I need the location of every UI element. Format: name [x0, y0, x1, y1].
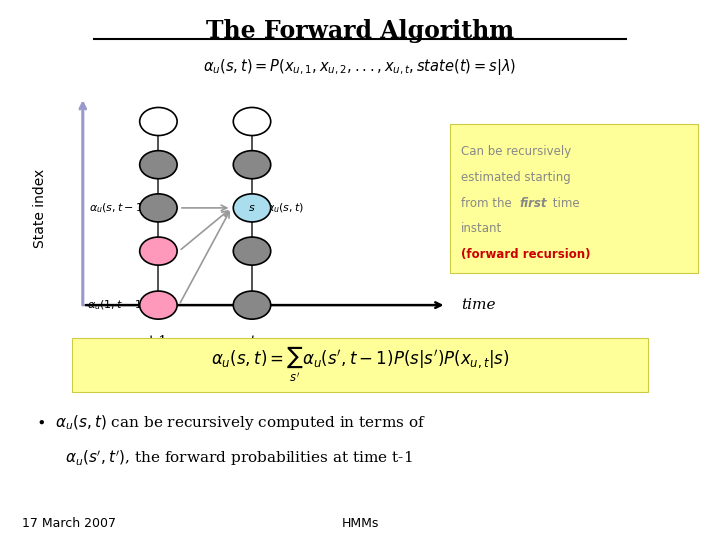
Text: instant: instant	[461, 222, 502, 235]
Circle shape	[233, 151, 271, 179]
Text: (forward recursion): (forward recursion)	[461, 248, 590, 261]
Circle shape	[233, 237, 271, 265]
Circle shape	[140, 151, 177, 179]
Text: $\alpha_u(s,t)$: $\alpha_u(s,t)$	[266, 201, 305, 215]
Text: $\alpha_u(s,t) = P(x_{u,1}, x_{u,2},...,x_{u,t}, state(t) = s|\lambda)$: $\alpha_u(s,t) = P(x_{u,1}, x_{u,2},...,…	[204, 58, 516, 77]
Text: time: time	[461, 298, 495, 312]
Text: HMMs: HMMs	[341, 517, 379, 530]
Text: time: time	[549, 197, 580, 210]
Text: $\alpha_u(1,t-1)$: $\alpha_u(1,t-1)$	[87, 298, 148, 312]
Text: Can be recursively: Can be recursively	[461, 145, 571, 158]
FancyBboxPatch shape	[450, 124, 698, 273]
Circle shape	[233, 291, 271, 319]
Text: t: t	[249, 335, 255, 349]
Text: $\alpha_u(s',t')$, the forward probabilities at time t-1: $\alpha_u(s',t')$, the forward probabili…	[65, 448, 413, 468]
Text: $\alpha_u(s,t-1)$: $\alpha_u(s,t-1)$	[89, 201, 148, 215]
Circle shape	[140, 107, 177, 136]
Text: first: first	[520, 197, 547, 210]
Text: t-1: t-1	[149, 335, 168, 349]
Text: The Forward Algorithm: The Forward Algorithm	[206, 19, 514, 43]
Circle shape	[140, 194, 177, 222]
Text: estimated starting: estimated starting	[461, 171, 570, 184]
Circle shape	[233, 107, 271, 136]
Circle shape	[140, 237, 177, 265]
Text: $\bullet$  $\alpha_u(s,t)$ can be recursively computed in terms of: $\bullet$ $\alpha_u(s,t)$ can be recursi…	[36, 413, 426, 432]
Circle shape	[233, 194, 271, 222]
Circle shape	[140, 291, 177, 319]
Text: s: s	[249, 203, 255, 213]
FancyBboxPatch shape	[72, 338, 648, 392]
Text: from the: from the	[461, 197, 516, 210]
Text: State index: State index	[32, 168, 47, 247]
Text: 17 March 2007: 17 March 2007	[22, 517, 116, 530]
Text: $\alpha_u(s,t) = \sum_{s'} \alpha_u(s',t-1)P(s|s')P(x_{u,t}|s)$: $\alpha_u(s,t) = \sum_{s'} \alpha_u(s',t…	[211, 345, 509, 384]
